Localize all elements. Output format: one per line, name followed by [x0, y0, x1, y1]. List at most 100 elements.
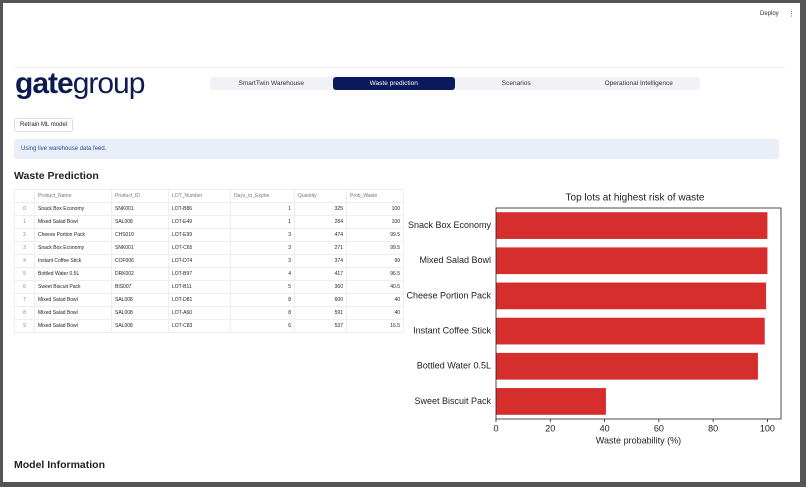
- y-tick-label: Bottled Water 0.5L: [417, 361, 491, 371]
- y-tick-label: Instant Coffee Stick: [413, 325, 491, 335]
- row-index: 4: [14, 254, 35, 268]
- divider: [15, 67, 785, 68]
- row-index: 1: [14, 215, 35, 229]
- table-cell: BIS007: [111, 280, 169, 294]
- column-header: Prob_Waste: [346, 189, 404, 203]
- table-cell: Bottled Water 0.5L: [34, 267, 112, 281]
- x-tick-label: 100: [760, 423, 775, 433]
- table-cell: 3: [230, 228, 295, 242]
- x-tick-label: 0: [493, 423, 498, 433]
- table-cell: 3: [230, 254, 295, 268]
- table-cell: LOT-A60: [168, 306, 231, 320]
- table-cell: Snack Box Economy: [34, 202, 112, 216]
- table-cell: 5: [230, 280, 295, 294]
- table-cell: LOT-C83: [168, 319, 231, 333]
- row-index: 3: [14, 241, 35, 255]
- section-title: Model Information: [14, 459, 105, 471]
- x-tick-label: 20: [545, 423, 555, 433]
- retrain-button[interactable]: Retrain ML model: [14, 118, 74, 132]
- tab[interactable]: Operational Intelligence: [604, 80, 673, 87]
- table-cell: Sweet Biscuit Pack: [34, 280, 112, 294]
- table-cell: SNK001: [111, 241, 169, 255]
- table-cell: 325: [294, 202, 347, 216]
- info-box: Using live warehouse data feed.: [14, 139, 779, 159]
- tab[interactable]: SmartTwin Warehouse: [238, 80, 304, 87]
- table-cell: 284: [294, 215, 347, 229]
- tab[interactable]: Scenarios: [501, 80, 531, 87]
- table-cell: LOT-D81: [168, 293, 231, 307]
- table-cell: SAL008: [111, 319, 169, 333]
- chart: Top lots at highest risk of waste Snack …: [406, 193, 782, 445]
- bar: [496, 317, 765, 345]
- x-tick-label: 40: [600, 423, 610, 433]
- table-cell: 271: [294, 241, 347, 255]
- row-index: 8: [14, 306, 35, 320]
- table-cell: LOT-D74: [168, 254, 231, 268]
- table-cell: 99.5: [346, 241, 404, 255]
- y-tick-label: Snack Box Economy: [408, 220, 492, 230]
- menu-icon[interactable]: ⋮: [788, 11, 795, 18]
- table-cell: 40: [346, 293, 404, 307]
- table-cell: COF006: [111, 254, 169, 268]
- table-cell: Mixed Salad Bowl: [34, 293, 112, 307]
- bar: [496, 212, 768, 239]
- column-header: LOT_Number: [168, 189, 231, 203]
- section-title: Waste Prediction: [14, 170, 99, 182]
- y-tick-label: Mixed Salad Bowl: [419, 255, 491, 265]
- table-cell: LOT-E99: [168, 228, 231, 242]
- tab[interactable]: Waste prediction: [332, 77, 455, 90]
- table-cell: Cheese Portion Pack: [34, 228, 112, 242]
- table-cell: 8: [230, 293, 295, 307]
- table-cell: LOT-E49: [168, 215, 231, 229]
- table-row: 1 Mixed Salad Bowl SAL008 LOT-E49 1 284 100: [14, 215, 404, 229]
- table-cell: 40.5: [346, 280, 404, 294]
- row-index: 6: [14, 280, 35, 294]
- table-cell: SAL008: [111, 215, 169, 229]
- table-cell: LOT-C65: [168, 241, 231, 255]
- plot-frame: [495, 207, 782, 420]
- table-cell: Mixed Salad Bowl: [34, 306, 112, 320]
- table-cell: DRK002: [111, 267, 169, 281]
- table-row: 2 Cheese Portion Pack CHS010 LOT-E99 3 474 99.…: [14, 228, 404, 242]
- bar: [496, 352, 758, 380]
- table-cell: 474: [294, 228, 347, 242]
- table-cell: 99.5: [346, 228, 404, 242]
- table-cell: LOT-B86: [168, 202, 231, 216]
- table-row: 3 Snack Box Economy SNK001 LOT-C65 3 271 99.5: [14, 241, 404, 255]
- column-header: Product_Name: [34, 189, 112, 203]
- table-row: 5 Bottled Water 0.5L DRK002 LOT-B97 4 417 96.5: [14, 267, 404, 281]
- column-header: Days_to_Expire: [230, 189, 295, 203]
- table-cell: Snack Box Economy: [34, 241, 112, 255]
- bar: [496, 247, 768, 275]
- table-row: 0 Snack Box Economy SNK001 LOT-B86 1 325 100: [14, 202, 404, 216]
- app: Deploy ⋮ gategroup SmartTwin Warehouse Wa…: [3, 3, 800, 482]
- table-cell: 417: [294, 267, 347, 281]
- table-cell: 99: [346, 254, 404, 268]
- logo-bold: gate: [15, 67, 74, 100]
- x-axis-label: Waste probability (%): [596, 435, 681, 445]
- column-header: Product_ID: [111, 189, 169, 203]
- table-cell: 96.5: [346, 267, 404, 281]
- table-cell: 1: [230, 215, 295, 229]
- column-header: Quantity: [294, 189, 347, 203]
- row-index: 2: [14, 228, 35, 242]
- chart-title: Top lots at highest risk of waste: [566, 193, 705, 204]
- row-index: 9: [14, 319, 35, 333]
- bar: [496, 282, 767, 310]
- table-cell: LOT-B97: [168, 267, 231, 281]
- table-cell: SAL008: [111, 293, 169, 307]
- y-tick-label: Sweet Biscuit Pack: [414, 396, 491, 406]
- table-row: 8 Mixed Salad Bowl SAL008 LOT-A60 8 591 40: [14, 306, 404, 320]
- x-tick-label: 60: [654, 423, 664, 433]
- x-tick-label: 80: [708, 423, 718, 433]
- table-cell: 360: [294, 280, 347, 294]
- row-index: 7: [14, 293, 35, 307]
- header-row: Product_Name Product_ID LOT_Number Days_to_…: [14, 189, 404, 203]
- table-cell: 3: [230, 241, 295, 255]
- bar: [496, 388, 606, 415]
- table-cell: Mixed Salad Bowl: [34, 319, 112, 333]
- deploy-button[interactable]: Deploy: [760, 11, 779, 17]
- logo-light: group: [72, 67, 146, 100]
- row-index: 5: [14, 267, 35, 281]
- table-cell: CHS010: [111, 228, 169, 242]
